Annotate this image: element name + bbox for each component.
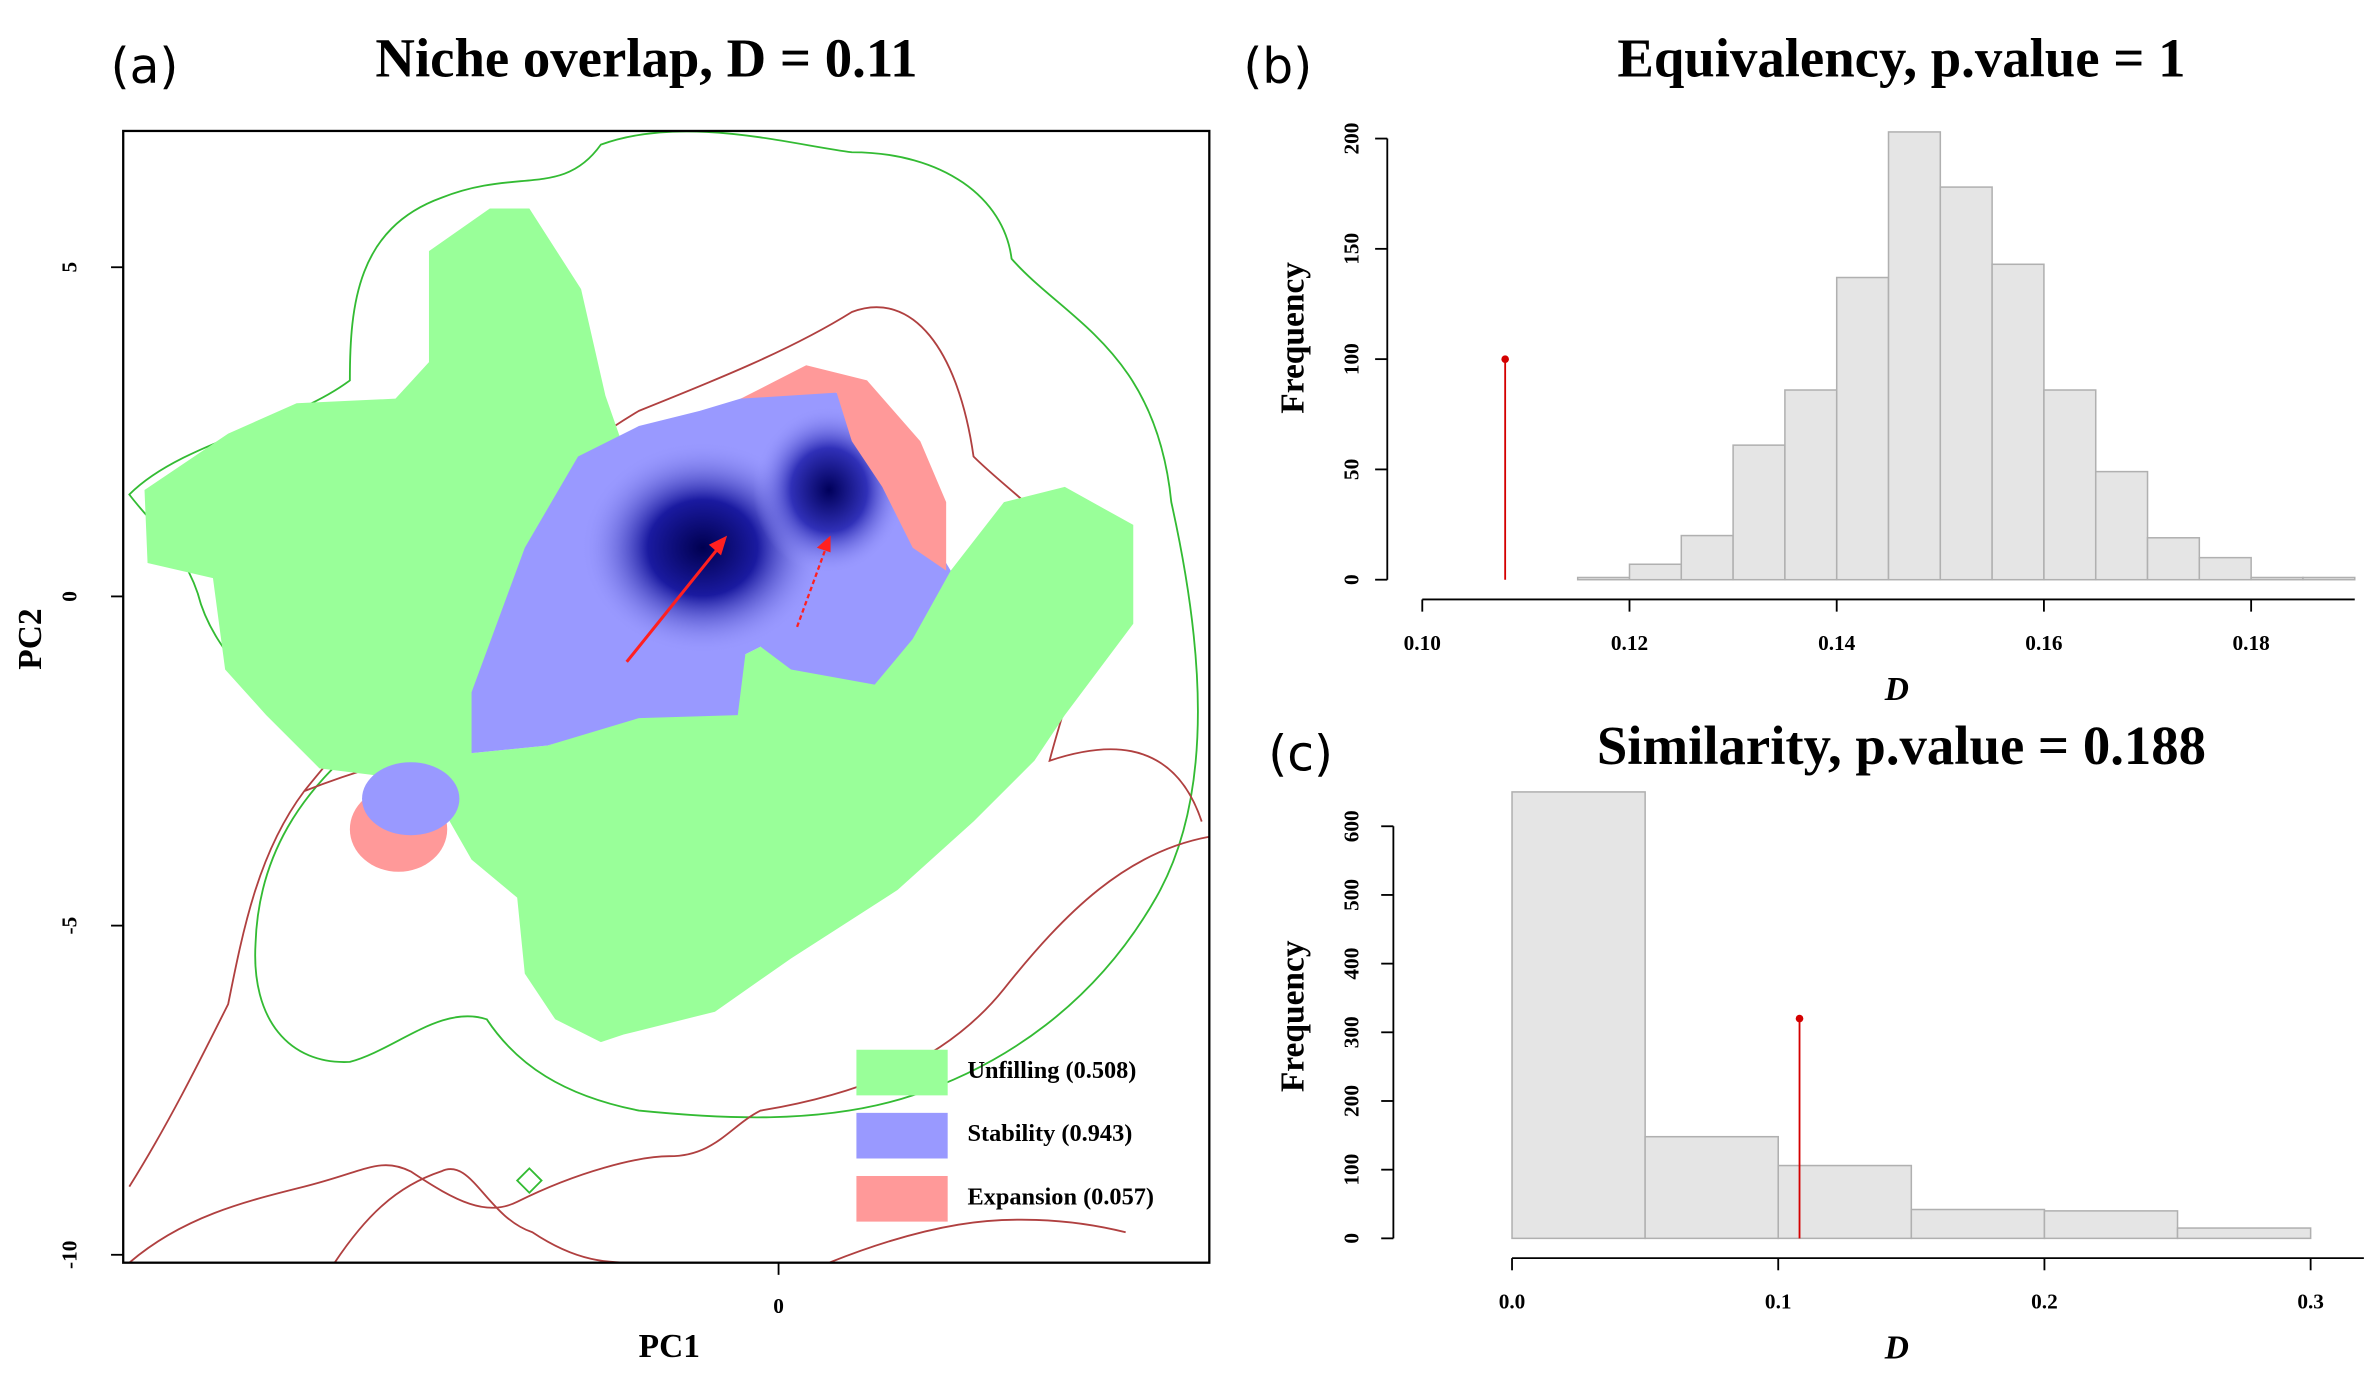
arrow-head — [816, 535, 831, 553]
x-tick-label: 0 — [773, 1294, 784, 1318]
chart-title: Similarity, p.value = 0.188 — [1597, 715, 2206, 776]
bar — [1777, 1164, 1913, 1240]
chart-title: Equivalency, p.value = 1 — [1617, 28, 2185, 89]
y-axis-label: Frequency — [1275, 262, 1312, 414]
panel-label: (b) — [1243, 39, 1312, 95]
x-axis-label: PC1 — [639, 1328, 700, 1365]
bar — [2043, 1210, 2179, 1240]
y-tick-label: -10 — [57, 1241, 81, 1269]
x-axis-label: D — [1884, 671, 1909, 708]
y-tick-label: 150 — [1340, 233, 1364, 265]
y-axis-label: Frequency — [1275, 940, 1312, 1092]
chart-title: Niche overlap, D = 0.11 — [375, 28, 917, 89]
niche-map — [128, 130, 1210, 1263]
y-tick-label: 50 — [1340, 459, 1364, 480]
y-tick-label: 100 — [1340, 1154, 1364, 1186]
x-tick-label: 0.2 — [2031, 1290, 2058, 1314]
bar — [2302, 576, 2356, 581]
x-tick-label: 0.10 — [1404, 631, 1441, 655]
legend-swatch — [856, 1049, 948, 1096]
y-tick-label: 600 — [1340, 810, 1364, 842]
bar — [1991, 263, 2045, 581]
y-tick-label: 0 — [1340, 574, 1364, 585]
legend-label: Expansion (0.057) — [967, 1183, 1154, 1210]
green-contour — [515, 1167, 543, 1195]
legend-swatch — [856, 1112, 948, 1159]
x-tick-label: 0.12 — [1611, 631, 1648, 655]
bar — [2198, 556, 2252, 581]
bar — [2250, 576, 2304, 581]
stability-region — [362, 762, 460, 836]
x-tick-label: 0.18 — [2233, 631, 2270, 655]
arrow-head — [708, 535, 728, 556]
y-tick-label: 500 — [1340, 879, 1364, 911]
expansion-region — [740, 365, 947, 571]
bar — [2043, 389, 2097, 581]
y-tick-label: 0 — [57, 591, 81, 602]
plot-frame — [122, 129, 1211, 1264]
legend-swatch — [856, 1175, 948, 1222]
bar — [1511, 791, 1646, 1240]
x-axis-label: D — [1884, 1330, 1909, 1367]
x-tick-label: 0.0 — [1499, 1290, 1526, 1314]
y-tick-label: 100 — [1340, 343, 1364, 375]
y-tick-label: 5 — [57, 262, 81, 273]
legend-label: Stability (0.943) — [967, 1120, 1132, 1147]
y-tick-label: 300 — [1340, 1016, 1364, 1048]
bar — [1835, 276, 1890, 581]
y-tick-label: 400 — [1340, 948, 1364, 980]
x-tick-label: 0.3 — [2297, 1290, 2324, 1314]
bar — [1628, 563, 1683, 581]
y-axis-label: PC2 — [12, 608, 49, 669]
bar — [1939, 186, 1993, 581]
bar — [1732, 444, 1786, 581]
bar — [2146, 537, 2201, 581]
arrow — [796, 547, 828, 628]
panel-label: (a) — [111, 39, 179, 95]
observed-point — [1501, 355, 1509, 363]
bar — [1910, 1208, 2046, 1240]
x-tick-label: 0.16 — [2025, 631, 2063, 655]
legend-label: Unfilling (0.508) — [967, 1057, 1136, 1084]
bar — [1887, 131, 1942, 581]
y-tick-label: 200 — [1340, 1085, 1364, 1117]
bar — [1576, 576, 1631, 581]
arrow — [625, 543, 723, 663]
bar — [2094, 470, 2149, 581]
panel-label: (c) — [1268, 727, 1333, 783]
bar — [1784, 389, 1838, 581]
bar — [1680, 534, 1734, 581]
bar — [1644, 1135, 1779, 1240]
x-tick-label: 0.14 — [1818, 631, 1856, 655]
x-tick-label: 0.1 — [1765, 1290, 1792, 1314]
y-tick-label: -5 — [57, 917, 81, 935]
observed-point — [1795, 1014, 1804, 1023]
green-contour — [128, 130, 1199, 1119]
y-tick-label: 200 — [1340, 123, 1364, 155]
y-tick-label: 0 — [1340, 1233, 1364, 1244]
unfilling-region — [144, 208, 1134, 1043]
bar — [2176, 1227, 2312, 1240]
